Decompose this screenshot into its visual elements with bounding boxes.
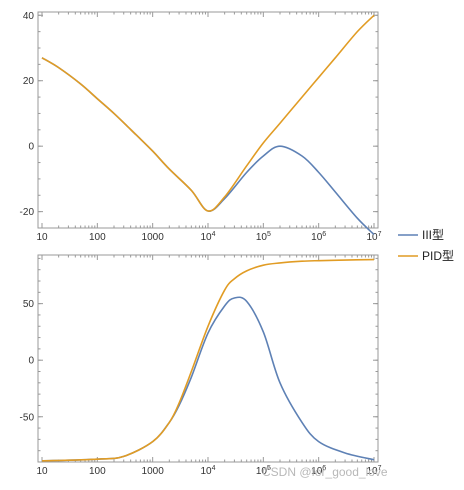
legend-label: III型 xyxy=(422,228,444,242)
y-tick-label: 50 xyxy=(23,299,35,310)
legend-label: PID型 xyxy=(422,249,454,263)
x-tick-label: 10 xyxy=(36,466,48,477)
legend: III型 PID型 xyxy=(398,228,454,263)
y-axis: -20 0 20 40 xyxy=(20,11,378,229)
plot-frame xyxy=(37,254,379,463)
x-tick-label: 1000 xyxy=(142,232,165,243)
y-tick-label: 0 xyxy=(28,356,34,367)
x-tick-label: 10 xyxy=(36,232,48,243)
x-axis: 10 100 1000 104 105 106 107 xyxy=(36,12,382,243)
magnitude-chart: 10 100 1000 104 105 106 107 -20 0 20 40 xyxy=(20,11,382,243)
y-tick-label: -20 xyxy=(20,207,35,218)
series-line-pid xyxy=(41,14,375,212)
plot-frame xyxy=(37,11,379,229)
x-tick-label: 100 xyxy=(89,232,106,243)
y-tick-label: 40 xyxy=(23,11,35,22)
x-tick-label: 104 xyxy=(200,465,215,477)
y-axis: -50 0 50 xyxy=(20,257,378,463)
x-tick-label: 106 xyxy=(311,231,326,243)
series-line-iii xyxy=(41,57,375,236)
x-tick-label: 107 xyxy=(366,231,381,243)
y-tick-label: -50 xyxy=(20,412,35,423)
series-line-iii xyxy=(41,296,375,462)
y-tick-label: 20 xyxy=(23,76,35,87)
y-tick-label: 0 xyxy=(28,142,34,153)
series-line-pid xyxy=(41,258,375,462)
x-tick-label: 1000 xyxy=(142,466,165,477)
watermark-text: CSDN @for_good_love xyxy=(262,465,388,479)
x-tick-label: 100 xyxy=(89,466,106,477)
x-axis: 10 100 1000 104 105 106 107 xyxy=(36,255,382,477)
x-tick-label: 104 xyxy=(200,231,215,243)
x-tick-label: 105 xyxy=(256,231,271,243)
